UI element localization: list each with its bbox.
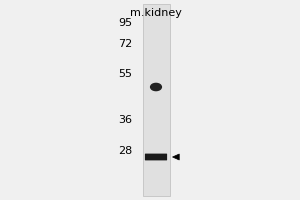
Text: 55: 55 xyxy=(118,69,132,79)
FancyBboxPatch shape xyxy=(145,154,167,160)
Circle shape xyxy=(151,83,161,91)
Text: 72: 72 xyxy=(118,39,132,49)
Bar xyxy=(142,4,170,196)
Text: m.kidney: m.kidney xyxy=(130,8,182,18)
Text: 95: 95 xyxy=(118,18,132,28)
Text: 28: 28 xyxy=(118,146,132,156)
Polygon shape xyxy=(172,154,179,160)
Text: 36: 36 xyxy=(118,115,132,125)
